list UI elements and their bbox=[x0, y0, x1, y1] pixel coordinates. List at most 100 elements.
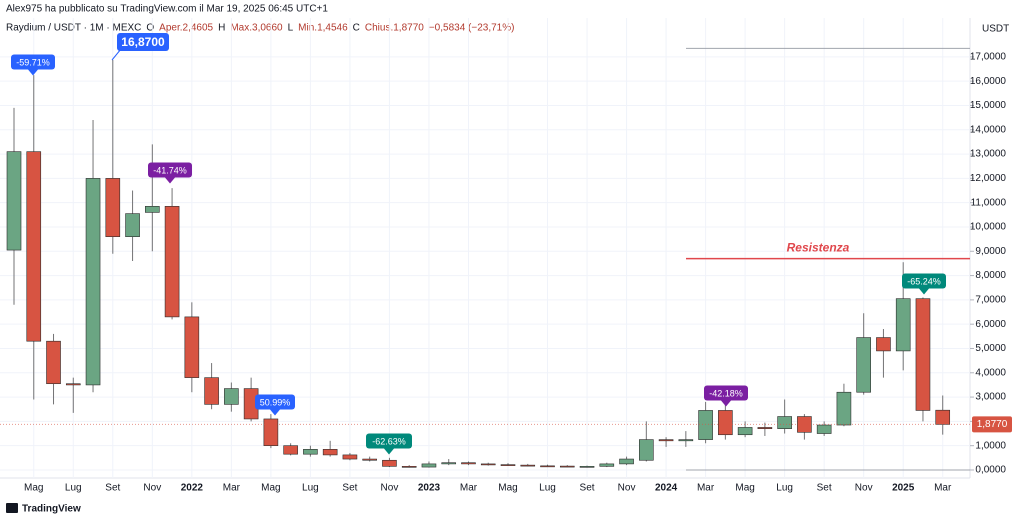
candle-body bbox=[915, 298, 931, 411]
y-tick-label: 9,0000 bbox=[975, 246, 1006, 257]
brand-name: TradingView bbox=[22, 504, 81, 515]
y-tick-label: 1,0000 bbox=[975, 440, 1006, 451]
y-tick-label: 16,0000 bbox=[970, 76, 1007, 87]
y-tick-label: 7,0000 bbox=[975, 295, 1006, 306]
candle-body bbox=[46, 340, 61, 385]
candle-body bbox=[619, 458, 634, 465]
byline: Alex975 ha pubblicato su TradingView.com… bbox=[6, 4, 328, 15]
x-tick-label: Nov bbox=[381, 483, 399, 494]
y-tick-label: 6,0000 bbox=[975, 319, 1006, 330]
candle-body bbox=[599, 463, 615, 467]
annotation-label: -41.74% bbox=[153, 165, 187, 175]
candle-body bbox=[145, 206, 160, 213]
x-tick-label: Mar bbox=[223, 483, 241, 494]
candle-body bbox=[441, 462, 457, 465]
candle-body bbox=[856, 337, 871, 393]
x-tick-label: Lug bbox=[776, 483, 793, 494]
y-tick-label: 3,0000 bbox=[975, 392, 1006, 403]
annotation-label: 50.99% bbox=[260, 397, 291, 407]
x-tick-label: Mag bbox=[261, 483, 280, 494]
candle-body bbox=[184, 316, 200, 378]
candle-body bbox=[757, 427, 773, 429]
x-tick-label: 2025 bbox=[892, 483, 915, 494]
x-tick-label: Nov bbox=[143, 483, 161, 494]
annotation-box bbox=[704, 385, 748, 401]
candle-body bbox=[777, 416, 792, 429]
x-tick-label: 2024 bbox=[655, 483, 678, 494]
candle-body bbox=[362, 458, 377, 461]
x-tick-label: Lug bbox=[302, 483, 319, 494]
candle-body bbox=[639, 439, 654, 461]
candle-body bbox=[382, 459, 397, 467]
x-tick-label: Mar bbox=[934, 483, 952, 494]
candle-body bbox=[342, 454, 358, 460]
x-tick-label: Set bbox=[105, 483, 120, 494]
candle-body bbox=[836, 391, 852, 426]
x-tick-label: Set bbox=[342, 483, 357, 494]
y-tick-label: 15,0000 bbox=[970, 100, 1007, 111]
y-tick-label: 0,0000 bbox=[975, 465, 1006, 476]
x-tick-label: Mar bbox=[460, 483, 478, 494]
candle-body bbox=[322, 449, 338, 456]
candle-body bbox=[65, 383, 81, 386]
candle-body bbox=[224, 388, 239, 405]
legend-item: Max.3,0660 bbox=[230, 23, 283, 34]
annotation-pointer bbox=[270, 409, 280, 416]
y-tick-label: 17,0000 bbox=[970, 52, 1007, 63]
candle-body bbox=[204, 377, 219, 405]
candle-body bbox=[520, 464, 536, 467]
annotation-box bbox=[11, 54, 55, 70]
x-tick-label: 2022 bbox=[181, 483, 204, 494]
last-price-label: 1,8770 bbox=[977, 419, 1008, 430]
candle-body bbox=[401, 466, 417, 468]
candle-body bbox=[935, 409, 951, 425]
annotation-label: -65.24% bbox=[907, 276, 941, 286]
y-tick-label: 10,0000 bbox=[970, 222, 1007, 233]
candle-body bbox=[698, 410, 713, 440]
annotation-label: 16,8700 bbox=[121, 35, 165, 49]
candle-body bbox=[421, 463, 437, 468]
candle-body bbox=[540, 465, 555, 468]
annotation-pointer bbox=[721, 400, 731, 407]
x-tick-label: Nov bbox=[855, 483, 873, 494]
y-tick-label: 14,0000 bbox=[970, 124, 1007, 135]
brand: TradingView bbox=[6, 503, 81, 515]
resistance-label: Resistenza bbox=[787, 241, 850, 255]
candle-body bbox=[164, 206, 180, 318]
candle-body bbox=[105, 178, 121, 238]
annotation-pointer bbox=[919, 288, 929, 295]
candle-body bbox=[26, 151, 42, 342]
legend-item: Chius.1,8770 bbox=[365, 23, 424, 34]
y-tick-label: 4,0000 bbox=[975, 367, 1006, 378]
candle-body bbox=[6, 151, 22, 251]
candle-body bbox=[500, 464, 516, 466]
x-tick-label: Mag bbox=[735, 483, 754, 494]
y-tick-label: 11,0000 bbox=[971, 197, 1007, 208]
x-tick-label: Mag bbox=[498, 483, 517, 494]
annotation-box bbox=[255, 394, 295, 410]
x-tick-label: Lug bbox=[65, 483, 82, 494]
legend-item: C bbox=[353, 23, 360, 34]
annotation-label: -42.18% bbox=[709, 388, 743, 398]
x-tick-label: Nov bbox=[618, 483, 636, 494]
x-tick-label: Set bbox=[817, 483, 832, 494]
annotation-label: -59.71% bbox=[16, 57, 50, 67]
x-tick-label: Set bbox=[580, 483, 595, 494]
brand-logo bbox=[6, 503, 18, 513]
candle-body bbox=[303, 449, 318, 455]
candle-body bbox=[559, 465, 575, 468]
candle-body bbox=[876, 337, 891, 352]
y-tick-label: 12,0000 bbox=[970, 173, 1007, 184]
legend-item: −0,5834 (−23,71%) bbox=[429, 23, 515, 34]
candle-body bbox=[658, 439, 674, 442]
legend-item: L bbox=[288, 23, 294, 34]
annotation-box bbox=[366, 433, 412, 449]
candle-body bbox=[895, 298, 911, 352]
candle-body bbox=[125, 213, 140, 238]
x-tick-label: Lug bbox=[539, 483, 556, 494]
y-axis-title: USDT bbox=[982, 24, 1009, 35]
legend-item: H bbox=[218, 23, 225, 34]
annotation-pointer bbox=[165, 177, 175, 184]
